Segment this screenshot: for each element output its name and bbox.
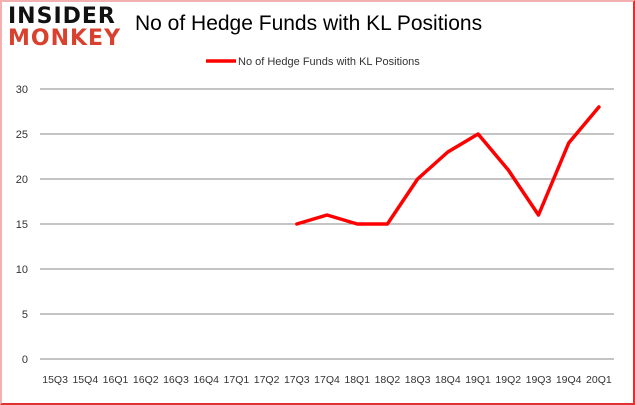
series-line	[295, 105, 601, 226]
x-tick-label: 16Q1	[103, 374, 129, 386]
x-tick-label: 17Q3	[284, 374, 310, 386]
y-tick-label: 5	[22, 309, 28, 321]
logo-line1: INSIDER	[8, 4, 116, 29]
y-tick-label: 20	[16, 174, 28, 186]
x-tick-label: 20Q1	[586, 374, 612, 386]
x-tick-label: 19Q4	[556, 374, 582, 386]
x-tick-label: 18Q4	[435, 374, 461, 386]
y-tick-label: 10	[16, 264, 28, 276]
legend-label: No of Hedge Funds with KL Positions	[238, 56, 420, 68]
x-tick-label: 19Q1	[465, 374, 491, 386]
y-tick-label: 0	[22, 354, 28, 366]
x-tick-label: 15Q3	[42, 374, 68, 386]
y-tick-label: 30	[16, 84, 28, 96]
x-tick-label: 16Q2	[133, 374, 159, 386]
x-tick-label: 15Q4	[72, 374, 98, 386]
x-tick-label: 17Q1	[224, 374, 250, 386]
x-tick-label: 17Q2	[254, 374, 280, 386]
y-tick-label: 15	[16, 219, 28, 231]
x-tick-label: 16Q4	[193, 374, 219, 386]
chart-title: No of Hedge Funds with KL Positions	[135, 12, 483, 35]
x-tick-label: 16Q3	[163, 374, 189, 386]
x-tick-label: 18Q1	[344, 374, 370, 386]
y-tick-label: 25	[16, 129, 28, 141]
insider-monkey-logo: INSIDER MONKEY	[8, 6, 121, 50]
x-tick-label: 17Q4	[314, 374, 340, 386]
x-tick-label: 19Q2	[495, 374, 521, 386]
logo-line2: MONKEY	[8, 26, 122, 51]
x-tick-label: 18Q3	[405, 374, 431, 386]
x-tick-label: 18Q2	[375, 374, 401, 386]
x-tick-label: 19Q3	[526, 374, 552, 386]
